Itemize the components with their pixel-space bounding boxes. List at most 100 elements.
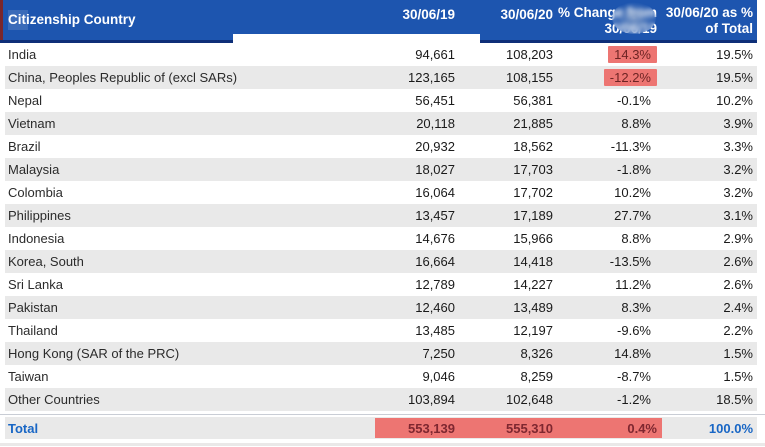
column-header-30-06-19: 30/06/19 xyxy=(402,7,455,22)
pct-change-value: -9.6% xyxy=(617,323,651,338)
pct-change-cell: -13.5% xyxy=(553,253,657,270)
table-row: Sri Lanka 12,789 14,227 11.2% 2.6% xyxy=(5,273,757,296)
value-2019: 103,894 xyxy=(408,392,455,407)
table-row: Thailand 13,485 12,197 -9.6% 2.2% xyxy=(5,319,757,342)
value-2019: 94,661 xyxy=(415,47,455,62)
scan-edge-artifact xyxy=(0,0,3,40)
value-2019: 13,485 xyxy=(415,323,455,338)
pct-change-cell: 27.7% xyxy=(553,207,657,224)
pct-of-total-value: 2.9% xyxy=(723,231,753,246)
pct-change-cell: -1.8% xyxy=(553,161,657,178)
total-2020: 555,310 xyxy=(506,420,553,436)
value-2019: 20,932 xyxy=(415,139,455,154)
value-2020: 18,562 xyxy=(513,139,553,154)
value-2019: 20,118 xyxy=(416,116,455,131)
pct-change-value: -8.7% xyxy=(617,369,651,384)
value-2019: 18,027 xyxy=(415,162,455,177)
value-2020: 15,966 xyxy=(513,231,553,246)
table-row: Nepal 56,451 56,381 -0.1% 10.2% xyxy=(5,89,757,112)
pct-of-total-value: 1.5% xyxy=(723,346,753,361)
table-body: India 94,661 108,203 14.3% 19.5% China, … xyxy=(0,43,765,411)
value-2019: 12,789 xyxy=(415,277,455,292)
pct-change-cell: 8.3% xyxy=(553,299,657,316)
pct-change-cell: 11.2% xyxy=(553,276,657,293)
pct-of-total-value: 2.6% xyxy=(723,277,753,292)
redaction-artifact xyxy=(233,34,480,43)
pct-of-total-value: 19.5% xyxy=(716,47,753,62)
pct-of-total-value: 3.2% xyxy=(723,162,753,177)
total-2019: 553,139 xyxy=(408,420,455,436)
pct-change-cell: -11.3% xyxy=(553,138,657,155)
value-2020: 17,703 xyxy=(513,162,553,177)
pct-change-value: 8.8% xyxy=(621,116,651,131)
value-2020: 8,326 xyxy=(520,346,553,361)
pct-change-cell: 8.8% xyxy=(553,115,657,132)
pct-change-cell: -12.2% xyxy=(553,69,657,86)
table-row: Pakistan 12,460 13,489 8.3% 2.4% xyxy=(5,296,757,319)
pct-change-value: 27.7% xyxy=(614,208,651,223)
value-2020: 14,227 xyxy=(513,277,553,292)
total-row: Total 553,139 555,310 0.4% 100.0% xyxy=(5,417,757,439)
pct-change-cell: 14.8% xyxy=(553,345,657,362)
pct-of-total-value: 3.1% xyxy=(723,208,753,223)
total-label: Total xyxy=(8,420,39,436)
value-2020: 17,702 xyxy=(513,185,553,200)
pct-change-cell: -8.7% xyxy=(553,368,657,385)
table-row: Other Countries 103,894 102,648 -1.2% 18… xyxy=(5,388,757,411)
bottom-edge-line xyxy=(0,443,765,446)
pct-of-total-value: 10.2% xyxy=(716,93,753,108)
country-label: Indonesia xyxy=(8,231,65,246)
country-label: China, Peoples Republic of (excl SARs) xyxy=(8,70,238,85)
value-2019: 7,250 xyxy=(422,346,455,361)
pct-change-value: 10.2% xyxy=(614,185,651,200)
value-2020: 8,259 xyxy=(520,369,553,384)
column-header-30-06-20: 30/06/20 xyxy=(500,7,553,22)
pct-change-cell: 8.8% xyxy=(553,230,657,247)
value-2020: 14,418 xyxy=(513,254,553,269)
pct-change-value: -0.1% xyxy=(617,93,651,108)
pct-change-cell: -1.2% xyxy=(553,391,657,408)
pct-of-total-value: 2.6% xyxy=(723,254,753,269)
country-label: Hong Kong (SAR of the PRC) xyxy=(8,346,180,361)
country-label: Pakistan xyxy=(8,300,58,315)
table-row: Malaysia 18,027 17,703 -1.8% 3.2% xyxy=(5,158,757,181)
country-label: Vietnam xyxy=(8,116,56,131)
pct-change-cell: 14.3% xyxy=(553,46,657,63)
country-label: Sri Lanka xyxy=(8,277,63,292)
country-label: India xyxy=(8,47,37,62)
value-2019: 12,460 xyxy=(415,300,455,315)
pct-of-total-value: 19.5% xyxy=(716,70,753,85)
total-highlight xyxy=(375,418,662,438)
pct-of-total-value: 2.4% xyxy=(723,300,753,315)
pct-change-value: 8.3% xyxy=(621,300,651,315)
watermark-artifact xyxy=(8,10,28,30)
table-row: Hong Kong (SAR of the PRC) 7,250 8,326 1… xyxy=(5,342,757,365)
column-header-citizenship-country: Citizenship Country xyxy=(8,11,136,27)
table-row: Taiwan 9,046 8,259 -8.7% 1.5% xyxy=(5,365,757,388)
country-label: Philippines xyxy=(8,208,71,223)
table-row: Vietnam 20,118 21,885 8.8% 3.9% xyxy=(5,112,757,135)
table-row: Philippines 13,457 17,189 27.7% 3.1% xyxy=(5,204,757,227)
value-2020: 102,648 xyxy=(506,392,553,407)
value-2020: 12,197 xyxy=(513,323,553,338)
country-label: Nepal xyxy=(8,93,42,108)
value-2019: 13,457 xyxy=(415,208,455,223)
table-row: Indonesia 14,676 15,966 8.8% 2.9% xyxy=(5,227,757,250)
table-row: Brazil 20,932 18,562 -11.3% 3.3% xyxy=(5,135,757,158)
total-separator xyxy=(0,414,765,415)
value-2019: 9,046 xyxy=(422,369,455,384)
pct-change-value: -13.5% xyxy=(609,254,651,269)
value-2020: 108,203 xyxy=(506,47,553,62)
table-row: China, Peoples Republic of (excl SARs) 1… xyxy=(5,66,757,89)
value-2019: 56,451 xyxy=(415,93,455,108)
value-2020: 56,381 xyxy=(513,93,553,108)
total-pct-change: 0.4% xyxy=(627,420,657,436)
pct-change-value: 8.8% xyxy=(621,231,651,246)
column-header-pct-of-total: 30/06/20 as % of Total xyxy=(665,5,753,37)
pct-of-total-value: 3.3% xyxy=(723,139,753,154)
pct-of-total-value: 3.9% xyxy=(723,116,753,131)
country-label: Korea, South xyxy=(8,254,84,269)
country-label: Taiwan xyxy=(8,369,49,384)
pct-of-total-value: 18.5% xyxy=(716,392,753,407)
